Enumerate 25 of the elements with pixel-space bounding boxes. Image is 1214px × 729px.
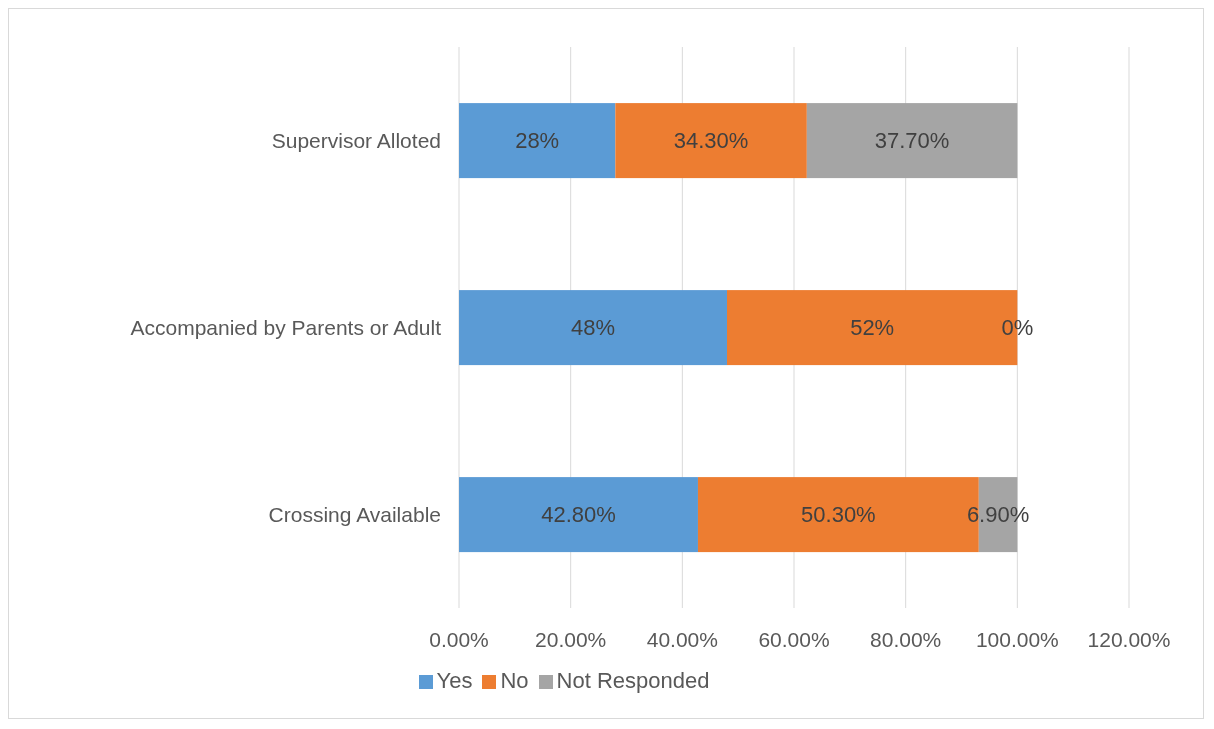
data-label: 48% [570,315,616,341]
legend-label: No [500,668,529,693]
x-tick-label: 60.00% [758,627,830,651]
bar [459,290,727,366]
bar [459,477,698,553]
data-label: 28% [515,128,560,154]
x-tick-label: 0.00% [429,627,489,651]
bar [459,103,616,179]
bar [615,103,807,179]
legend-label: Yes [436,668,473,693]
legend-label: Not Responded [556,668,710,693]
data-label: 37.70% [874,128,950,154]
data-label: 52% [850,315,895,341]
x-tick-label: 120.00% [1087,627,1171,651]
data-label: 34.30% [673,128,749,154]
y-tick-label: Supervisor Alloted [271,128,441,152]
data-label: 42.80% [541,502,616,528]
y-tick-label: Crossing Available [268,502,441,526]
x-tick-label: 20.00% [535,627,607,651]
bar [806,103,1018,179]
x-tick-label: 100.00% [975,627,1059,651]
y-tick-label: Accompanied by Parents or Adult [130,315,442,339]
x-tick-label: 80.00% [870,627,942,651]
x-tick-label: 40.00% [646,627,718,651]
data-label: 50.30% [801,502,876,528]
